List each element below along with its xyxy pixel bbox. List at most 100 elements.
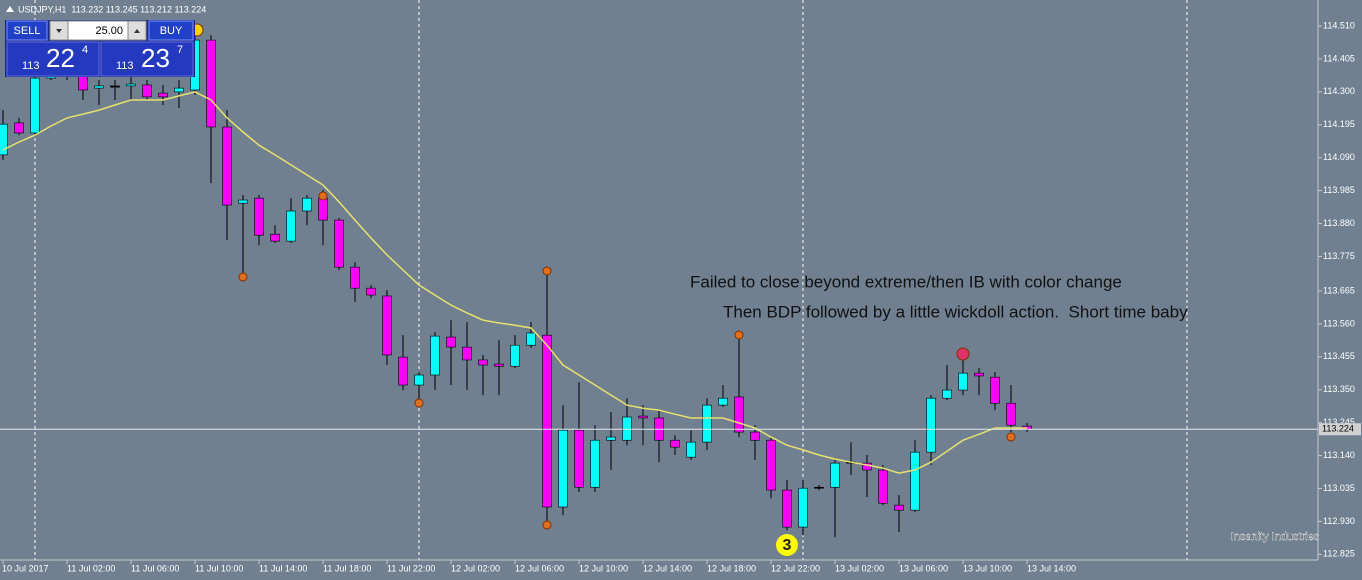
y-tick-label: 114.090 [1323,152,1355,162]
x-tick-label: 11 Jul 14:00 [259,563,307,573]
candle-body [670,439,680,448]
y-tick-label: 113.455 [1323,351,1355,361]
y-tick-label: 113.245 [1323,417,1355,427]
candle-body [702,404,712,443]
y-tick-label: 113.665 [1323,285,1355,295]
candle-body [558,429,568,508]
candle-body [382,295,392,356]
annotation: Then BDP followed by a little wickdoll a… [723,302,1188,321]
y-tick-label: 113.350 [1323,384,1355,394]
x-tick-label: 12 Jul 18:00 [707,563,756,573]
candle-body [926,397,936,453]
candle-body [526,332,536,346]
candle-body [302,197,312,212]
candle-body [158,92,168,98]
watermark: Insanity Industries [1231,531,1320,543]
x-tick-label: 13 Jul 06:00 [899,563,948,573]
marker [734,330,744,340]
header-icon [6,6,14,12]
ask-box[interactable] [100,41,194,77]
marker [318,191,328,201]
candle-body [638,415,648,419]
candle-body [878,469,888,504]
moving-average [2,91,1027,474]
candle-body [430,335,440,376]
marker [542,266,552,276]
sell-button[interactable] [6,20,48,41]
candle-body [894,504,904,511]
y-tick-label: 114.195 [1323,119,1355,129]
candle-body [126,83,136,87]
count-label: 3 [783,537,792,554]
candle-body [958,372,968,391]
candle-body [254,197,264,236]
candle-body [494,363,504,367]
candle-body [830,462,840,488]
marker [542,520,552,530]
candle-body [30,77,40,134]
lots-value: 25.00 [95,25,123,37]
candle-body [174,87,184,93]
candle-body [238,199,248,204]
candle-body [718,397,728,406]
x-tick-label: 12 Jul 02:00 [451,563,500,573]
y-tick-label: 114.405 [1323,53,1355,63]
x-tick-label: 13 Jul 14:00 [1027,563,1076,573]
header: USDJPY,H1 113.232 113.245 113.212 113.22… [18,4,206,14]
x-tick-label: 11 Jul 02:00 [67,563,115,573]
candle-body [510,344,520,367]
candle-body [686,441,696,458]
plot [0,0,1188,560]
candle-body [478,359,488,366]
candle-body [206,39,216,128]
fractal-markers [190,23,1016,530]
candle-body [270,233,280,242]
x-tick-label: 11 Jul 06:00 [131,563,179,573]
candle-body [782,489,792,528]
candle-body [446,336,456,348]
current-price-label: 113.224 [1322,424,1354,434]
candle-body [94,85,104,89]
ask-pip: 7 [177,44,183,56]
buy-label: BUY [160,25,183,37]
candle-body [110,85,120,88]
sell-label: SELL [14,25,41,37]
marker [414,398,424,408]
candle-body [974,372,984,377]
y-tick-label: 112.930 [1323,516,1355,526]
candle-body [0,123,8,156]
candle-body [142,84,152,98]
x-tick-label: 12 Jul 14:00 [643,563,692,573]
candle-body [734,396,744,433]
y-tick-label: 113.880 [1323,218,1355,228]
current-price-box [1319,423,1361,436]
candle-body [606,436,616,441]
candle-body [798,487,808,528]
candle-body [590,439,600,488]
y-tick-label: 113.140 [1323,450,1355,460]
count-marker [776,534,798,556]
x-tick-label: 13 Jul 10:00 [963,563,1012,573]
x-tick-label: 11 Jul 10:00 [195,563,243,573]
candle-body [814,486,824,489]
y-tick-label: 112.825 [1323,549,1355,559]
x-tick-label: 11 Jul 18:00 [323,563,371,573]
candle-body [222,126,232,206]
candle-body [318,197,328,221]
candle-body [14,122,24,134]
x-tick-label: 10 Jul 2017 [2,563,49,573]
y-tick-label: 113.035 [1323,483,1355,493]
candle-body [766,439,776,491]
annotation: Failed to close beyond extreme/then IB w… [690,272,1122,291]
marker [238,272,248,282]
candle-body [1006,402,1016,426]
bid-box[interactable] [6,41,100,77]
candle-body [366,287,376,296]
x-tick-label: 11 Jul 22:00 [387,563,435,573]
x-tick-label: 12 Jul 06:00 [515,563,564,573]
trade-panel: SELL 25.00 BUY 113 22 4 113 23 7 [5,20,195,77]
buy-button[interactable] [148,20,194,41]
candle-body [414,374,424,386]
